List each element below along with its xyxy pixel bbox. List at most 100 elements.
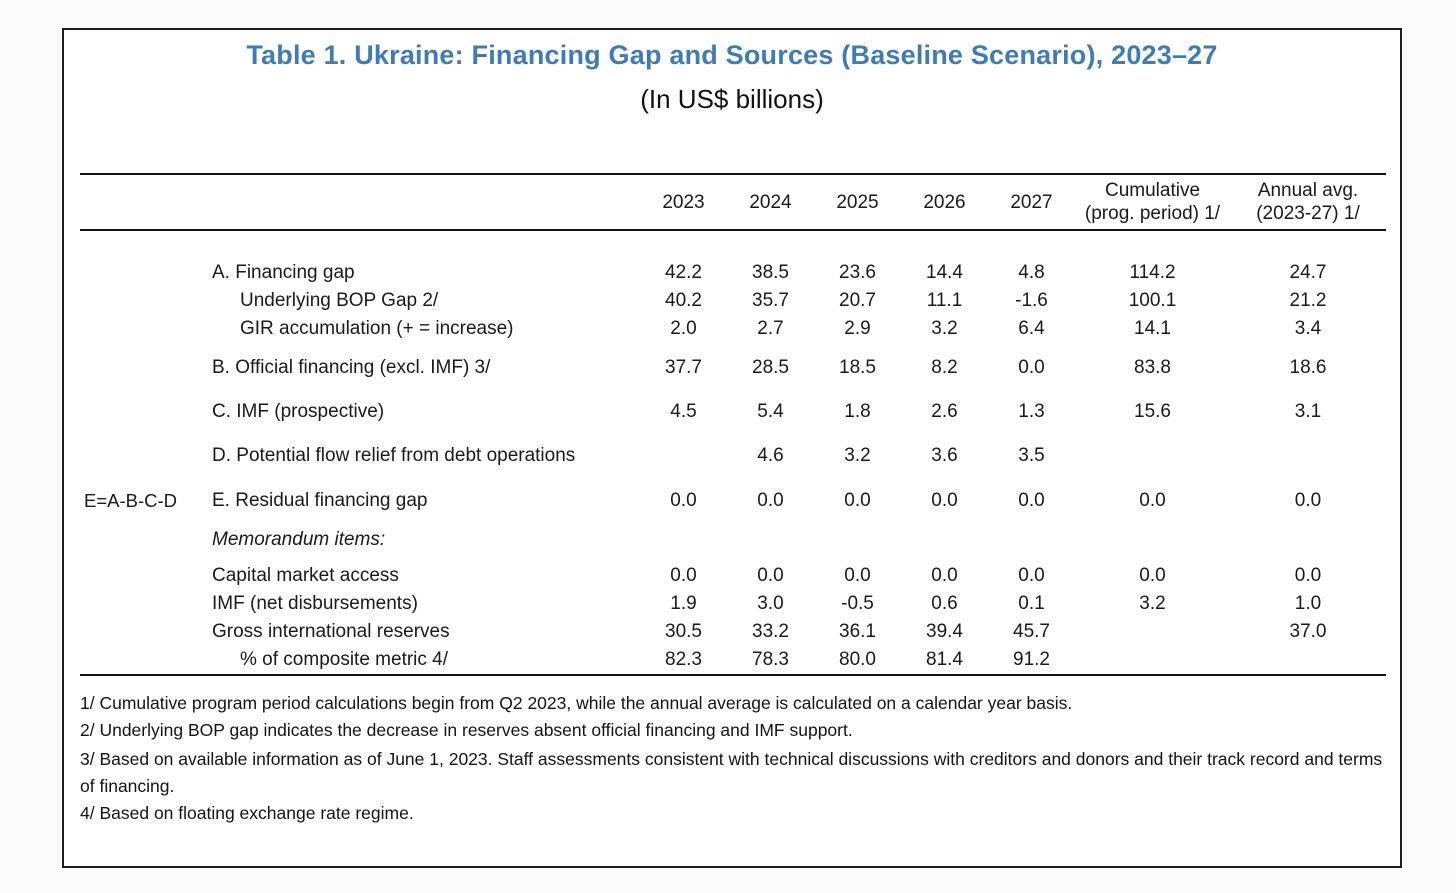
row-value: 2.6 xyxy=(931,401,958,422)
column-header-line2: (prog. period) 1/ xyxy=(1084,203,1221,224)
row-value: 0.0 xyxy=(931,565,958,586)
column-header-cumulative: Cumulative (prog. period) 1/ xyxy=(1075,179,1230,225)
footnote-3: 3/ Based on available information as of … xyxy=(80,749,1383,796)
row-value: 2.0 xyxy=(670,318,697,339)
row-value: 81.4 xyxy=(926,649,963,670)
row-value: 1.3 xyxy=(1018,401,1045,422)
footnote-2: 2/ Underlying BOP gap indicates the decr… xyxy=(80,720,853,740)
row-value: 100.1 xyxy=(1128,290,1177,311)
table-row-underlying-bop-gap: Underlying BOP Gap 2/40.2 35.7 20.7 11.1 -1.… xyxy=(80,287,1386,315)
table-row-composite-metric: % of composite metric 4/82.3 78.3 80.0 81.4… xyxy=(80,646,1386,674)
column-header-y2025: 2025 xyxy=(814,191,901,214)
table-row-imf-net: IMF (net disbursements) 1.9 3.0 -0.5 0.6 0.1 3… xyxy=(80,590,1386,618)
column-header-line1: 2027 xyxy=(1010,191,1053,213)
column-header-line1: 2024 xyxy=(749,191,792,213)
row-label: A. Financing gap xyxy=(212,262,355,283)
row-value: 5.4 xyxy=(757,401,784,422)
table-row-imf-prospective: C. IMF (prospective) 4.5 5.4 1.8 2.6 1.3 15.6 3… xyxy=(80,398,1386,426)
row-value: 45.7 xyxy=(1013,621,1050,642)
row-value: 30.5 xyxy=(665,621,702,642)
table-row-residual-gap: E=A-B-C-D E. Residual financing gap 0.0 0.0… xyxy=(80,487,1386,515)
column-header-y2026: 2026 xyxy=(901,191,988,214)
column-header-line1: Annual avg. xyxy=(1257,180,1359,201)
row-value: 0.6 xyxy=(931,593,958,614)
row-value: 21.2 xyxy=(1289,290,1327,311)
row-value: 0.0 xyxy=(1294,490,1322,511)
row-label: C. IMF (prospective) xyxy=(212,401,385,422)
row-value: 0.1 xyxy=(1018,593,1045,614)
table-header-row: 2023 2024 2025 2026 2027 Cumulative (prog. per… xyxy=(80,173,1386,231)
row-value: 3.2 xyxy=(1139,593,1166,614)
row-label: E. Residual financing gap xyxy=(212,490,428,511)
column-header-line1: 2025 xyxy=(836,191,879,213)
row-value: 1.9 xyxy=(670,593,697,614)
column-header-line1: 2026 xyxy=(923,191,966,213)
row-value: 0.0 xyxy=(1139,490,1166,511)
row-value: 14.1 xyxy=(1134,318,1171,339)
financing-table: 2023 2024 2025 2026 2027 Cumulative (prog. per… xyxy=(80,173,1386,676)
row-value: 83.8 xyxy=(1134,357,1171,378)
row-value: 40.2 xyxy=(665,290,702,311)
row-value: 3.1 xyxy=(1294,401,1322,422)
row-value: 0.0 xyxy=(1018,490,1045,511)
row-value: -1.6 xyxy=(1015,290,1048,311)
table-container: Table 1. Ukraine: Financing Gap and Sour… xyxy=(62,28,1402,868)
row-value: 2.7 xyxy=(757,318,784,339)
row-value: 20.7 xyxy=(839,290,876,311)
row-value: 18.5 xyxy=(839,357,876,378)
row-value: 0.0 xyxy=(757,490,784,511)
row-value: 0.0 xyxy=(1018,357,1045,378)
table-row-official-financing: B. Official financing (excl. IMF) 3/37.7… xyxy=(80,354,1386,382)
row-value: 3.4 xyxy=(1294,318,1322,339)
row-label: Underlying BOP Gap 2/ xyxy=(240,290,439,311)
column-header-line2: (2023-27) 1/ xyxy=(1256,203,1360,224)
row-value: 15.6 xyxy=(1134,401,1171,422)
row-value: 0.0 xyxy=(931,490,958,511)
row-value: 23.6 xyxy=(839,262,876,283)
row-value: -0.5 xyxy=(841,593,874,614)
row-value: 39.4 xyxy=(926,621,963,642)
row-value: 0.0 xyxy=(670,490,697,511)
row-value: 11.1 xyxy=(926,290,963,311)
row-value: 37.7 xyxy=(665,357,702,378)
row-value: 38.5 xyxy=(752,262,789,283)
row-value: 0.0 xyxy=(757,565,784,586)
row-label: Memorandum items: xyxy=(212,529,386,550)
footnote-4: 4/ Based on floating exchange rate regim… xyxy=(80,803,414,823)
row-formula: E=A-B-C-D xyxy=(84,490,178,511)
row-value: 0.0 xyxy=(1018,565,1045,586)
footnote-1: 1/ Cumulative program period calculation… xyxy=(80,693,1073,713)
row-value: 0.0 xyxy=(670,565,697,586)
row-label: GIR accumulation (+ = increase) xyxy=(240,318,514,339)
footnotes: 1/ Cumulative program period calculation… xyxy=(80,690,1386,827)
row-value: 3.6 xyxy=(931,445,958,466)
table-row-debt-relief: D. Potential flow relief from debt opera… xyxy=(80,442,1386,470)
row-value: 3.2 xyxy=(931,318,958,339)
table-subtitle: (In US$ billions) xyxy=(640,84,824,114)
column-header-y2027: 2027 xyxy=(988,191,1075,214)
row-value: 114.2 xyxy=(1129,262,1176,283)
row-value: 37.0 xyxy=(1289,621,1327,642)
row-value: 14.4 xyxy=(926,262,963,283)
table-row-capital-market: Capital market access 0.0 0.0 0.0 0.0 0.0 0.0 0… xyxy=(80,562,1386,590)
row-value: 33.2 xyxy=(752,621,789,642)
row-value: 78.3 xyxy=(752,649,789,670)
table-title: Table 1. Ukraine: Financing Gap and Sour… xyxy=(246,40,1218,70)
row-value: 4.8 xyxy=(1018,262,1045,283)
row-value: 2.9 xyxy=(844,318,871,339)
row-value: 35.7 xyxy=(752,290,789,311)
row-value: 80.0 xyxy=(839,649,876,670)
column-header-annual-avg: Annual avg. (2023-27) 1/ xyxy=(1230,179,1386,225)
row-value: 8.2 xyxy=(931,357,958,378)
row-value: 1.8 xyxy=(844,401,871,422)
row-value: 36.1 xyxy=(839,621,876,642)
row-label: IMF (net disbursements) xyxy=(212,593,418,614)
row-value: 1.0 xyxy=(1294,593,1322,614)
column-header-y2023: 2023 xyxy=(640,191,727,214)
row-value: 0.0 xyxy=(1294,565,1322,586)
column-header-line1: 2023 xyxy=(662,191,705,213)
row-value: 4.6 xyxy=(757,445,784,466)
row-value: 6.4 xyxy=(1018,318,1045,339)
row-label: % of composite metric 4/ xyxy=(240,649,449,670)
